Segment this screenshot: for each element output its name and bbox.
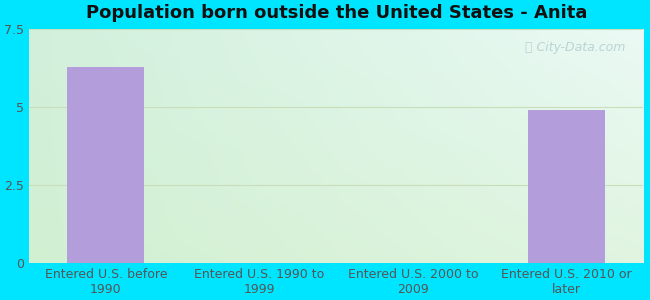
Text: ⓘ City-Data.com: ⓘ City-Data.com	[525, 41, 625, 54]
Bar	[528, 110, 605, 263]
Title: Population born outside the United States - Anita: Population born outside the United State…	[86, 4, 587, 22]
Bar	[68, 67, 144, 263]
